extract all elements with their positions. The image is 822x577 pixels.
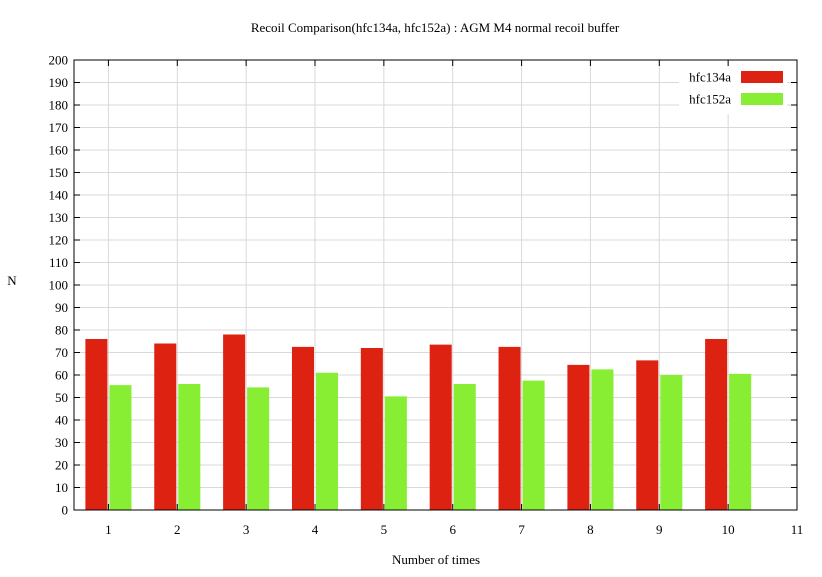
x-tick-label: 9 xyxy=(656,522,663,537)
bar-hfc134a-10 xyxy=(705,339,728,510)
x-tick-label: 6 xyxy=(449,522,456,537)
x-tick-label: 11 xyxy=(791,522,804,537)
x-axis-label: Number of times xyxy=(392,552,480,567)
y-tick-label: 120 xyxy=(49,233,69,248)
bar-hfc152a-1 xyxy=(109,385,132,510)
y-tick-label: 150 xyxy=(49,165,69,180)
x-tick-label: 4 xyxy=(312,522,319,537)
x-tick-label: 3 xyxy=(243,522,250,537)
x-tick-label: 5 xyxy=(381,522,388,537)
legend-swatch-hfc152a xyxy=(741,93,783,105)
axes: 0102030405060708090100110120130140150160… xyxy=(49,53,804,538)
bar-hfc152a-5 xyxy=(384,396,407,510)
bar-hfc152a-3 xyxy=(247,387,270,510)
y-tick-label: 200 xyxy=(49,53,69,68)
bar-hfc134a-5 xyxy=(360,348,383,510)
x-tick-label: 2 xyxy=(174,522,181,537)
y-tick-label: 30 xyxy=(55,435,68,450)
legend: hfc134a hfc152a xyxy=(679,66,787,114)
bars xyxy=(85,334,752,510)
bar-hfc152a-4 xyxy=(316,372,339,510)
y-tick-label: 50 xyxy=(55,390,68,405)
bar-hfc134a-9 xyxy=(636,360,659,510)
legend-label-hfc134a: hfc134a xyxy=(689,70,731,85)
y-tick-label: 130 xyxy=(49,210,69,225)
bar-hfc134a-7 xyxy=(498,346,521,510)
y-axis-label: N xyxy=(7,273,17,288)
y-tick-label: 190 xyxy=(49,75,69,90)
y-tick-label: 20 xyxy=(55,458,68,473)
bar-hfc152a-7 xyxy=(522,380,545,510)
x-tick-label: 7 xyxy=(518,522,525,537)
y-tick-label: 60 xyxy=(55,368,68,383)
legend-swatch-hfc134a xyxy=(741,71,783,83)
chart-title: Recoil Comparison(hfc134a, hfc152a) : AG… xyxy=(251,20,620,35)
bar-hfc152a-9 xyxy=(660,375,683,510)
bar-hfc152a-6 xyxy=(453,384,476,510)
bar-hfc152a-2 xyxy=(178,384,201,510)
y-tick-label: 160 xyxy=(49,143,69,158)
y-tick-label: 80 xyxy=(55,323,68,338)
bar-hfc134a-6 xyxy=(429,344,452,510)
y-tick-label: 180 xyxy=(49,98,69,113)
y-tick-label: 10 xyxy=(55,480,68,495)
x-tick-label: 10 xyxy=(722,522,735,537)
y-tick-label: 90 xyxy=(55,300,68,315)
bar-hfc134a-1 xyxy=(85,339,108,510)
y-tick-label: 140 xyxy=(49,188,69,203)
bar-hfc134a-8 xyxy=(567,364,590,510)
x-tick-label: 1 xyxy=(105,522,112,537)
y-tick-label: 110 xyxy=(49,255,68,270)
y-tick-label: 100 xyxy=(49,278,69,293)
plot-border xyxy=(73,59,798,511)
bar-hfc134a-4 xyxy=(291,346,314,510)
bar-hfc134a-2 xyxy=(154,343,177,510)
y-tick-label: 170 xyxy=(49,120,69,135)
bar-hfc152a-10 xyxy=(729,373,752,510)
x-tick-label: 8 xyxy=(587,522,594,537)
bar-hfc134a-3 xyxy=(223,334,246,510)
y-tick-label: 70 xyxy=(55,345,68,360)
y-tick-label: 0 xyxy=(62,503,69,518)
legend-label-hfc152a: hfc152a xyxy=(689,92,731,107)
y-tick-label: 40 xyxy=(55,413,68,428)
bar-hfc152a-8 xyxy=(591,369,614,510)
